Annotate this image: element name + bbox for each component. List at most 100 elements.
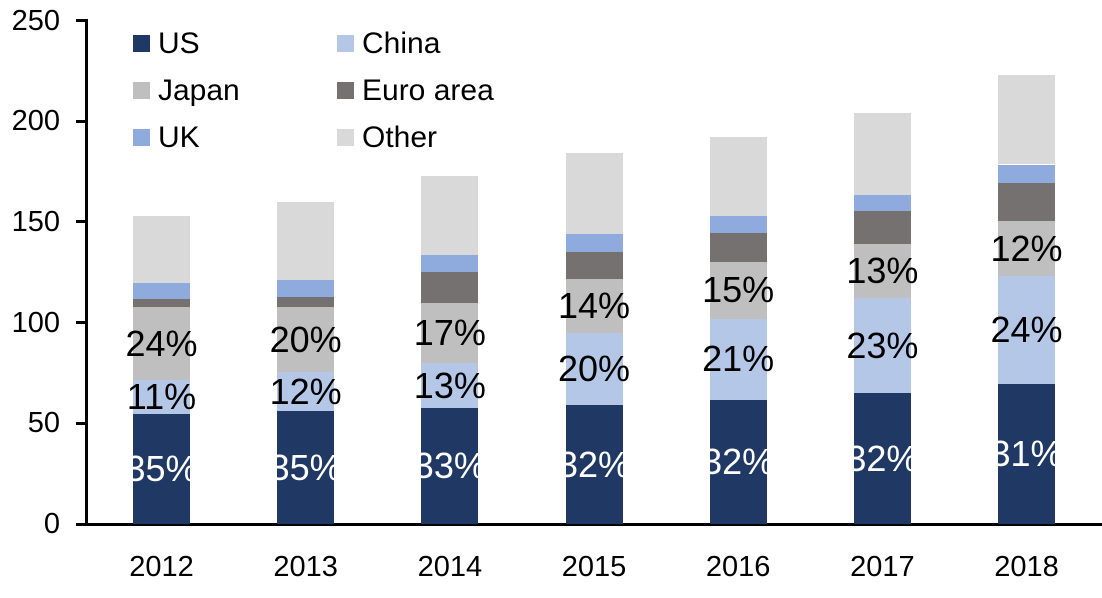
y-axis-tick-mark bbox=[76, 321, 85, 325]
x-axis-tick-label: 2014 bbox=[417, 551, 483, 583]
bar-segment-label: 15% bbox=[702, 269, 775, 311]
legend-label: UK bbox=[158, 120, 200, 154]
bar-segment-label: 35% bbox=[269, 446, 342, 488]
bar-segment-euro-area-2015 bbox=[565, 252, 623, 280]
bar-segment-uk-2018 bbox=[998, 164, 1056, 183]
y-axis-line bbox=[85, 19, 88, 526]
bar-segment-label: 17% bbox=[413, 312, 486, 354]
legend-swatch-icon bbox=[337, 35, 354, 52]
bar-segment-us-2018 bbox=[998, 384, 1056, 524]
bar-segment-other-2017 bbox=[853, 113, 911, 195]
bar-segment-label: 12% bbox=[990, 227, 1063, 269]
bar-segment-us-2014 bbox=[421, 408, 479, 524]
bar-segment-label: 13% bbox=[413, 364, 486, 406]
bar-segment-other-2012 bbox=[133, 215, 190, 284]
bar-segment-label: 24% bbox=[990, 309, 1063, 351]
y-axis-tick-label: 150 bbox=[11, 205, 60, 238]
bar-segment-china-2016 bbox=[709, 318, 767, 401]
legend-swatch-icon bbox=[133, 82, 150, 99]
legend-item-other: Other bbox=[337, 120, 617, 154]
bar-segment-us-2012 bbox=[133, 414, 190, 524]
bar-segment-euro-area-2013 bbox=[277, 297, 335, 308]
y-axis-tick-label: 0 bbox=[43, 508, 60, 540]
bar-segment-other-2013 bbox=[277, 201, 335, 281]
legend-item-us: US bbox=[133, 26, 337, 60]
legend-item-uk: UK bbox=[133, 120, 337, 154]
bar-segment-uk-2014 bbox=[421, 255, 479, 273]
bar-segment-uk-2017 bbox=[853, 194, 911, 211]
bar-segment-china-2012 bbox=[133, 379, 190, 415]
bar-segment-other-2015 bbox=[565, 153, 623, 234]
bar-segment-label: 13% bbox=[846, 250, 919, 292]
y-axis-tick-mark bbox=[76, 220, 85, 224]
bar-segment-euro-area-2017 bbox=[853, 210, 911, 245]
legend-item-china: China bbox=[337, 26, 617, 60]
bar-segment-japan-2012 bbox=[133, 307, 190, 380]
legend-item-euro-area: Euro area bbox=[337, 73, 617, 107]
bar-segment-label: 12% bbox=[269, 370, 342, 412]
y-axis-tick-mark bbox=[76, 19, 85, 22]
x-axis-tick-label: 2017 bbox=[850, 551, 915, 583]
bar-segment-label: 20% bbox=[269, 318, 342, 360]
bar-segment-china-2017 bbox=[853, 298, 911, 394]
bar-segment-euro-area-2016 bbox=[709, 232, 767, 263]
bar-segment-euro-area-2014 bbox=[421, 272, 479, 304]
bar-segment-uk-2013 bbox=[277, 280, 335, 298]
x-axis-line bbox=[85, 522, 1102, 526]
x-axis-tick-label: 2016 bbox=[705, 551, 771, 583]
legend-swatch-icon bbox=[133, 129, 150, 146]
bar-segment-euro-area-2018 bbox=[998, 182, 1056, 221]
y-axis-tick-label: 200 bbox=[11, 105, 60, 138]
bar-segment-us-2013 bbox=[277, 411, 335, 524]
bar-segment-japan-2017 bbox=[853, 244, 911, 299]
bar-segment-china-2013 bbox=[277, 371, 335, 412]
legend-swatch-icon bbox=[133, 35, 150, 52]
bar-segment-japan-2018 bbox=[998, 220, 1056, 277]
bar-segment-us-2017 bbox=[853, 393, 911, 524]
bar-segment-label: 32% bbox=[846, 437, 919, 479]
x-axis-tick-label: 2018 bbox=[994, 551, 1059, 583]
bar-segment-us-2016 bbox=[709, 400, 767, 524]
bar-segment-label: 24% bbox=[125, 322, 198, 364]
bar-segment-label: 33% bbox=[413, 445, 486, 487]
x-axis-tick-label: 2015 bbox=[561, 551, 627, 583]
bar-segment-china-2015 bbox=[565, 332, 623, 406]
bar-segment-japan-2014 bbox=[421, 303, 479, 363]
x-axis-tick-label: 2013 bbox=[273, 551, 338, 583]
bar-segment-japan-2016 bbox=[709, 262, 767, 319]
legend-label: Japan bbox=[158, 73, 240, 107]
y-axis-tick-mark bbox=[76, 119, 85, 123]
y-axis-tick-mark bbox=[76, 522, 85, 526]
bar-segment-other-2016 bbox=[709, 137, 767, 216]
x-axis-tick-label: 2012 bbox=[129, 551, 194, 583]
bar-segment-japan-2013 bbox=[277, 307, 335, 372]
legend-item-japan: Japan bbox=[133, 73, 337, 107]
bar-segment-china-2018 bbox=[998, 276, 1056, 384]
bar-segment-other-2018 bbox=[998, 74, 1056, 165]
y-axis-tick-mark bbox=[76, 421, 85, 425]
legend-label: US bbox=[158, 26, 200, 60]
bar-segment-label: 11% bbox=[126, 376, 197, 418]
legend-swatch-icon bbox=[337, 82, 354, 99]
y-axis-tick-label: 50 bbox=[27, 407, 60, 440]
bar-segment-uk-2012 bbox=[133, 283, 190, 300]
legend-label: Euro area bbox=[362, 73, 494, 107]
legend-label: Other bbox=[362, 120, 438, 154]
bar-segment-label: 35% bbox=[125, 448, 198, 490]
bar-segment-label: 23% bbox=[846, 324, 919, 366]
bar-segment-label: 32% bbox=[702, 441, 775, 483]
bar-segment-uk-2016 bbox=[709, 215, 767, 233]
bar-segment-label: 14% bbox=[557, 284, 631, 326]
bar-segment-label: 20% bbox=[557, 347, 631, 389]
legend-swatch-icon bbox=[337, 129, 354, 146]
legend-label: China bbox=[362, 26, 441, 60]
bar-segment-label: 21% bbox=[702, 338, 775, 380]
bar-segment-uk-2015 bbox=[565, 233, 623, 253]
bar-segment-us-2015 bbox=[565, 405, 623, 524]
legend: US China Japan Euro area UK Other bbox=[133, 20, 617, 161]
bar-segment-china-2014 bbox=[421, 362, 479, 409]
bar-segment-other-2014 bbox=[421, 175, 479, 256]
bar-segment-label: 32% bbox=[557, 443, 631, 485]
y-axis-tick-label: 100 bbox=[11, 306, 60, 339]
